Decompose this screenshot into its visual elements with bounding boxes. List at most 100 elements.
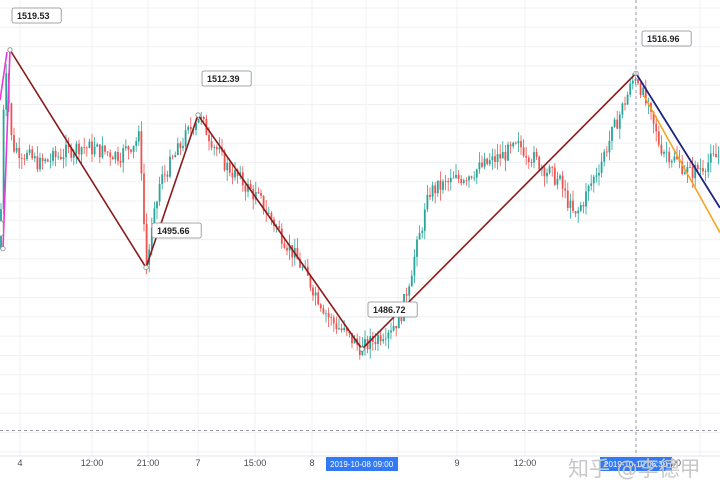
candle: [483, 152, 486, 170]
candle-body: [169, 156, 171, 177]
candle: [382, 333, 385, 344]
crosshair: [0, 0, 720, 456]
candle: [340, 323, 343, 333]
candle: [462, 178, 465, 185]
pivot-marker-2: [143, 264, 149, 271]
candle-body: [447, 181, 450, 183]
candle: [491, 148, 494, 170]
candle-body: [704, 171, 707, 173]
candle-body: [603, 151, 606, 162]
candle-body: [228, 162, 231, 173]
candle-body: [481, 162, 483, 167]
candle-body: [410, 275, 413, 287]
candle-body: [340, 328, 343, 331]
candle-body: [423, 209, 426, 231]
candle-body: [52, 150, 54, 161]
candle: [501, 141, 504, 159]
candle-body: [223, 151, 226, 171]
candle-body: [421, 230, 424, 234]
candle: [605, 146, 608, 157]
candle-body: [140, 131, 143, 174]
candle: [486, 157, 489, 166]
candle-body: [496, 154, 499, 162]
candle-body: [405, 293, 408, 296]
candle-body: [546, 172, 548, 177]
candle: [481, 155, 483, 169]
candle-body: [626, 94, 629, 105]
candle: [10, 102, 13, 141]
candle-body: [556, 178, 559, 185]
candle-body: [210, 141, 213, 148]
tick-label: 8: [309, 458, 314, 468]
candle-body: [483, 158, 486, 167]
candle-body: [322, 308, 325, 314]
candle: [512, 141, 515, 149]
candle: [117, 146, 119, 166]
time-badge-1: 2019-10-10 06:30: [600, 457, 672, 471]
candle-body: [338, 328, 340, 330]
candle-body: [291, 245, 294, 258]
candle: [249, 179, 252, 190]
candle-body: [288, 245, 291, 251]
time-badge-text: 2019-10-08 09:00: [330, 460, 394, 469]
candle-body: [709, 153, 712, 163]
candle-body: [668, 151, 671, 163]
candle: [78, 139, 80, 161]
tick-label: 21:00: [137, 458, 160, 468]
candle: [226, 156, 229, 181]
candle: [603, 148, 606, 167]
candle: [587, 184, 590, 201]
candle-body: [551, 166, 554, 168]
candle-body: [200, 116, 203, 119]
candle: [278, 220, 281, 230]
candle-body: [535, 152, 538, 157]
candle: [592, 174, 595, 193]
candle-body: [673, 156, 676, 161]
candle: [715, 143, 717, 158]
candle: [436, 180, 439, 197]
candle-body: [582, 205, 585, 207]
candle-body: [629, 83, 632, 95]
pivot-label-box: [641, 30, 692, 47]
candle: [179, 141, 182, 156]
candle-body: [605, 151, 608, 153]
candle-body: [665, 151, 668, 153]
candle: [23, 153, 26, 166]
candle: [143, 163, 145, 232]
candlesticks: [0, 63, 720, 360]
candle: [496, 144, 499, 170]
candle: [379, 330, 382, 346]
candle-body: [426, 194, 429, 210]
candle-body: [689, 167, 691, 168]
candle: [104, 145, 106, 155]
candle-body: [504, 151, 507, 161]
grid: [0, 0, 720, 456]
candle-body: [379, 335, 382, 342]
magenta-segment: [0, 51, 8, 101]
candle: [88, 138, 91, 149]
candle-body: [247, 184, 249, 192]
candle-body: [465, 180, 468, 182]
candle-body: [189, 126, 192, 130]
candle-body: [312, 287, 314, 296]
candle: [127, 145, 130, 160]
candle: [124, 139, 127, 152]
candle-body: [387, 332, 390, 339]
candle: [174, 151, 177, 158]
candle: [93, 137, 96, 157]
candle-body: [621, 103, 624, 115]
candle-body: [106, 151, 109, 153]
candle: [639, 81, 642, 98]
candle-body: [98, 144, 101, 158]
candle: [707, 153, 710, 178]
candle: [130, 148, 132, 154]
candle-body: [525, 155, 528, 158]
candle-body: [78, 143, 80, 155]
candle-body: [41, 157, 44, 162]
candle: [564, 179, 567, 199]
candle: [247, 178, 249, 198]
candle: [46, 158, 49, 162]
candle-body: [254, 192, 257, 200]
